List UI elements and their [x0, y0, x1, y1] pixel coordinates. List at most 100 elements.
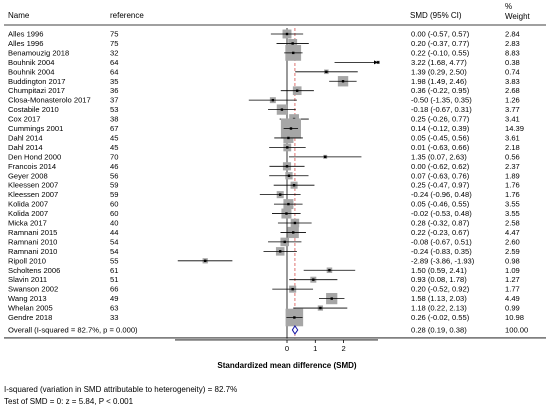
- smd-ci-value: 0.00 (-0.62, 0.62): [411, 162, 470, 171]
- table-row: Ramnani 2010 54 -0.24 (-0.83, 0.35) 2.59: [8, 247, 520, 256]
- study-reference: 53: [110, 105, 118, 114]
- weight-value: 0.74: [505, 67, 520, 76]
- smd-ci-value: -0.50 (-1.35, 0.35): [411, 96, 472, 105]
- study-reference: 46: [110, 162, 118, 171]
- weight-value: 4.47: [505, 228, 520, 237]
- smd-ci-value: 0.01 (-0.63, 0.66): [411, 143, 470, 152]
- study-reference: 38: [110, 115, 118, 124]
- point-estimate: [279, 193, 282, 196]
- smd-ci-value: 1.35 (0.07, 2.63): [411, 152, 467, 161]
- point-estimate: [279, 250, 282, 253]
- weight-value: 8.83: [505, 48, 520, 57]
- study-name: Ramnani 2010: [8, 237, 57, 246]
- weight-value: 14.39: [505, 124, 524, 133]
- x-axis-label: Standardized mean difference (SMD): [217, 361, 356, 370]
- point-estimate: [285, 32, 289, 36]
- smd-ci-value: -0.08 (-0.67, 0.51): [411, 237, 472, 246]
- table-row: Chumpitazi 2017 36 0.36 (-0.22, 0.95) 2.68: [8, 86, 520, 95]
- weight-value: 1.27: [505, 275, 520, 284]
- smd-ci-value: 0.22 (-0.23, 0.67): [411, 228, 470, 237]
- table-row: Closa-Monasterolo 2017 37 -0.50 (-1.35, 0.…: [8, 96, 520, 105]
- study-reference: 56: [110, 171, 118, 180]
- table-row: Cox 2017 38 0.25 (-0.26, 0.77) 3.41: [8, 114, 520, 124]
- smd-ci-value: 0.28 (-0.32, 0.87): [411, 219, 470, 228]
- table-row: Whelan 2005 63 1.18 (0.22, 2.13) 0.99: [8, 304, 520, 313]
- smd-ci-value: 0.25 (-0.26, 0.77): [411, 115, 470, 124]
- study-name: Bouhnik 2004: [8, 67, 54, 76]
- study-reference: 33: [110, 313, 118, 322]
- test-note: Test of SMD = 0: z = 5.84, P < 0.001: [4, 397, 134, 406]
- table-row: Gendre 2018 33 0.26 (-0.02, 0.55) 10.98: [8, 308, 524, 327]
- table-row: Dahl 2014 45 0.05 (-0.45, 0.56) 3.61: [8, 132, 520, 143]
- weight-value: 1.76: [505, 190, 520, 199]
- point-estimate: [295, 89, 299, 92]
- point-estimate: [330, 297, 333, 300]
- study-reference: 54: [110, 247, 118, 256]
- smd-ci-value: 0.93 (0.08, 1.78): [411, 275, 467, 284]
- weight-value: 3.77: [505, 105, 520, 114]
- smd-ci-value: -0.24 (-0.83, 0.35): [411, 247, 472, 256]
- weight-value: 2.83: [505, 39, 520, 48]
- point-estimate: [325, 70, 328, 73]
- smd-ci-value: 0.20 (-0.52, 0.92): [411, 285, 470, 294]
- weight-value: 1.26: [505, 96, 520, 105]
- x-axis: 0 1 2: [175, 339, 378, 353]
- weight-value: 1.76: [505, 181, 520, 190]
- table-row: Micka 2017 40 0.28 (-0.32, 0.87) 2.58: [8, 219, 520, 228]
- weight-value: 2.84: [505, 30, 520, 39]
- overall-ci-value: 0.28 (0.19, 0.38): [411, 325, 467, 334]
- table-row: Alles 1996 75 0.20 (-0.37, 0.77) 2.83: [8, 39, 520, 48]
- study-reference: 63: [110, 304, 118, 313]
- smd-ci-value: 0.22 (-0.10, 0.55): [411, 48, 470, 57]
- study-reference: 60: [110, 200, 118, 209]
- point-estimate: [324, 155, 327, 159]
- smd-ci-value: 0.05 (-0.45, 0.56): [411, 133, 470, 142]
- study-reference: 64: [110, 67, 118, 76]
- smd-ci-value: 1.50 (0.59, 2.41): [411, 266, 467, 275]
- point-estimate: [287, 136, 290, 140]
- smd-ci-value: 0.07 (-0.63, 0.76): [411, 171, 470, 180]
- table-row: Bouhnik 2004 64 3.22 (1.68, 4.77) 0.38: [8, 58, 520, 67]
- point-estimate: [341, 80, 345, 83]
- study-name: Alles 1996: [8, 39, 43, 48]
- study-name: Benamouzig 2018: [8, 48, 69, 57]
- study-reference: 51: [110, 275, 118, 284]
- header-name: Name: [8, 11, 30, 20]
- study-reference: 32: [110, 48, 118, 57]
- study-reference: 75: [110, 39, 118, 48]
- weight-value: 2.59: [505, 247, 520, 256]
- study-name: Geyer 2008: [8, 171, 48, 180]
- weight-value: 0.38: [505, 58, 520, 67]
- table-row: Den Hond 2000 70 1.35 (0.07, 2.63) 0.56: [8, 152, 520, 161]
- study-reference: 66: [110, 285, 118, 294]
- x-tick-label: 1: [313, 344, 317, 353]
- study-name: Cox 2017: [8, 115, 41, 124]
- point-estimate: [319, 306, 322, 310]
- smd-ci-value: 3.22 (1.68, 4.77): [411, 58, 467, 67]
- study-rows: Alles 1996 75 0.00 (-0.57, 0.57) 2.84Alles …: [4, 28, 546, 339]
- study-reference: 59: [110, 190, 118, 199]
- study-name: Kolida 2007: [8, 200, 48, 209]
- x-tick-label: 0: [285, 344, 289, 353]
- smd-ci-value: 0.14 (-0.12, 0.39): [411, 124, 470, 133]
- smd-ci-value: -0.18 (-0.67, 0.31): [411, 105, 472, 114]
- table-row: Bouhnik 2004 64 1.39 (0.29, 2.50) 0.74: [8, 67, 520, 76]
- study-name: Micka 2017: [8, 219, 47, 228]
- table-row: Ramnani 2010 54 -0.08 (-0.67, 0.51) 2.60: [8, 237, 520, 246]
- study-reference: 36: [110, 86, 118, 95]
- study-reference: 75: [110, 30, 118, 39]
- study-reference: 67: [110, 124, 118, 133]
- study-reference: 64: [110, 58, 118, 67]
- smd-ci-value: 0.26 (-0.02, 0.55): [411, 313, 470, 322]
- point-estimate: [285, 165, 289, 168]
- table-row: Buddington 2017 35 1.98 (1.49, 2.46) 3.83: [8, 76, 520, 87]
- study-name: Francois 2014: [8, 162, 56, 171]
- study-name: Slavin 2011: [8, 275, 47, 284]
- study-name: Kleessen 2007: [8, 190, 58, 199]
- smd-ci-value: 1.18 (0.22, 2.13): [411, 304, 467, 313]
- study-reference: 44: [110, 228, 118, 237]
- study-reference: 70: [110, 152, 118, 161]
- study-reference: 60: [110, 209, 118, 218]
- weight-value: 3.61: [505, 133, 520, 142]
